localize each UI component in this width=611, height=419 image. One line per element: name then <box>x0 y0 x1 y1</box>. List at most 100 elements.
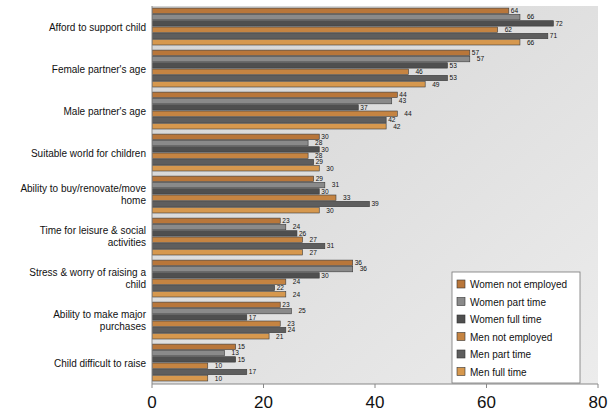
category-label: Stress & worry of raising achild <box>29 267 146 290</box>
category-label: Time for leisure & socialactivities <box>40 225 146 248</box>
bar <box>152 208 319 213</box>
category-label: Female partner's age <box>52 64 147 75</box>
data-label: 29 <box>316 158 324 165</box>
bar <box>152 111 397 116</box>
data-label: 24 <box>288 326 296 333</box>
tick-label: 60 <box>477 393 496 412</box>
data-label: 39 <box>371 200 379 207</box>
bar <box>152 176 314 181</box>
bar <box>152 321 280 326</box>
data-label: 30 <box>321 188 329 195</box>
bar <box>152 98 392 103</box>
tick <box>263 384 264 388</box>
data-label: 27 <box>310 236 318 243</box>
bar <box>152 8 509 13</box>
data-label: 25 <box>298 307 306 314</box>
bar <box>152 117 386 122</box>
data-label: 24 <box>293 278 301 285</box>
bar <box>152 260 353 265</box>
bar <box>152 224 286 229</box>
bar <box>152 159 314 164</box>
bar <box>152 14 520 19</box>
data-label: 17 <box>249 314 257 321</box>
tick <box>598 384 599 388</box>
data-label: 44 <box>404 110 412 117</box>
bar <box>152 134 319 139</box>
data-label: 10 <box>215 362 223 369</box>
bar <box>152 292 286 297</box>
data-label: 24 <box>293 291 301 298</box>
bar <box>152 21 553 26</box>
bar <box>152 344 236 349</box>
bar <box>152 350 224 355</box>
y-axis <box>152 6 153 384</box>
category-label: Child difficult to raise <box>54 358 147 369</box>
tick-label: 40 <box>366 393 385 412</box>
bar <box>152 302 280 307</box>
bar <box>152 201 369 206</box>
data-label: 23 <box>282 301 290 308</box>
category-label: Suitable world for children <box>31 148 146 159</box>
data-label: 30 <box>321 272 329 279</box>
bar <box>152 308 291 313</box>
bar <box>152 50 470 55</box>
bar <box>152 153 308 158</box>
bar <box>152 140 308 145</box>
tick <box>486 384 487 388</box>
legend-swatch <box>457 333 465 341</box>
legend-label: Men not employed <box>470 332 552 343</box>
bar <box>152 327 286 332</box>
data-label: 33 <box>343 194 351 201</box>
bar <box>152 357 236 362</box>
bar <box>152 124 386 129</box>
data-label: 72 <box>555 20 563 27</box>
bar <box>152 33 548 38</box>
data-label: 10 <box>215 375 223 382</box>
data-label: 43 <box>399 97 407 104</box>
data-label: 71 <box>550 32 558 39</box>
bar <box>152 218 280 223</box>
data-label: 36 <box>360 265 368 272</box>
bar <box>152 279 286 284</box>
bar <box>152 56 470 61</box>
bar <box>152 27 498 32</box>
data-label: 22 <box>277 284 285 291</box>
bar <box>152 195 336 200</box>
category-label: Male partner's age <box>63 106 146 117</box>
tick-label: 20 <box>254 393 273 412</box>
data-label: 53 <box>449 62 457 69</box>
bar <box>152 334 269 339</box>
data-label: 17 <box>249 368 257 375</box>
chart: 6466726271665757534653494443374442423028… <box>0 0 611 419</box>
category-label: Ability to make majorpurchases <box>53 309 146 332</box>
legend-label: Women part time <box>470 297 546 308</box>
legend-swatch <box>457 368 465 376</box>
bar <box>152 243 325 248</box>
data-label: 57 <box>477 55 485 62</box>
data-label: 27 <box>310 249 318 256</box>
bar <box>152 75 447 80</box>
bar <box>152 237 303 242</box>
legend-swatch <box>457 280 465 288</box>
bar <box>152 92 397 97</box>
data-label: 53 <box>449 74 457 81</box>
data-label: 46 <box>415 68 423 75</box>
data-label: 26 <box>299 230 307 237</box>
data-label: 66 <box>527 39 535 46</box>
bar <box>152 166 319 171</box>
bar <box>152 182 325 187</box>
bar <box>152 105 358 110</box>
data-label: 31 <box>332 181 340 188</box>
bar <box>152 376 208 381</box>
data-label: 37 <box>360 104 368 111</box>
bar <box>152 363 208 368</box>
data-label: 23 <box>282 217 290 224</box>
data-label: 66 <box>527 13 535 20</box>
data-label: 31 <box>327 242 335 249</box>
data-label: 64 <box>511 7 519 14</box>
bar <box>152 369 247 374</box>
data-label: 30 <box>326 207 334 214</box>
data-label: 15 <box>238 356 246 363</box>
bar <box>152 189 319 194</box>
legend-label: Women full time <box>470 314 542 325</box>
